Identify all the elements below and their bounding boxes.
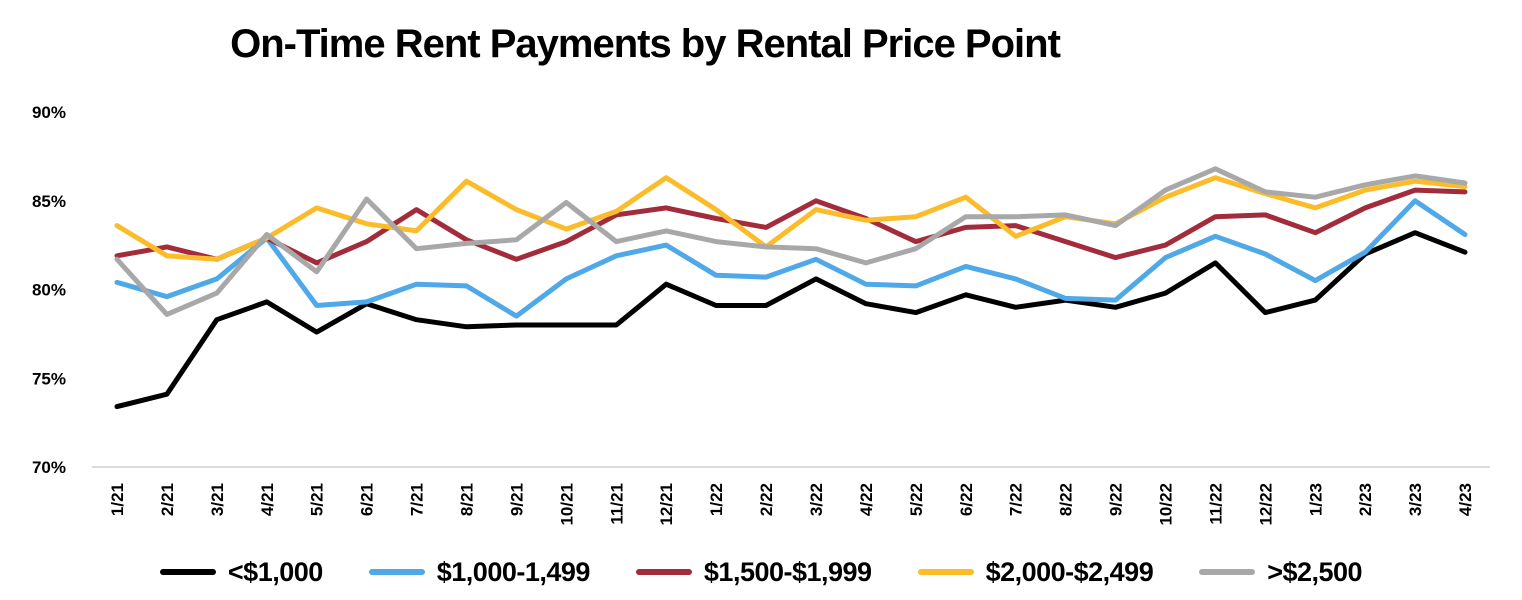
x-tick-label: 2/21 [158,483,177,516]
x-tick-label: 3/22 [807,483,826,516]
legend-label: $1,500-$1,999 [703,556,872,587]
series-line-2 [114,187,1468,266]
x-tick-label: 7/22 [1007,483,1026,516]
chart-title: On-Time Rent Payments by Rental Price Po… [230,22,1061,66]
series-line-0 [114,230,1468,410]
y-tick-label: 80% [32,281,66,300]
y-tick-label: 75% [32,369,66,388]
x-tick-label: 5/22 [907,483,926,516]
legend-item-2: $1,500-$1,999 [635,556,872,588]
x-tick-label: 7/21 [408,483,427,516]
legend-swatch [635,569,692,575]
x-tick-label: 4/22 [857,483,876,516]
x-tick-label: 6/21 [358,483,377,516]
x-tick-label: 9/21 [507,483,526,516]
y-tick-label: 85% [32,192,66,211]
line-chart: 70% 75% 80% 85% 90% 1/21 2/21 3/21 4/21 5/21 6/21… [32,103,1490,526]
y-axis-ticks: 70% 75% 80% 85% 90% [32,103,66,477]
x-tick-label: 8/22 [1057,483,1076,516]
legend-label: >$2,500 [1267,556,1363,587]
x-tick-label: 11/22 [1206,483,1225,525]
x-tick-label: 10/21 [557,483,576,526]
series-lines [114,166,1468,410]
x-tick-label: 12/22 [1256,483,1275,526]
legend-label: $1,000-1,499 [436,556,591,587]
x-tick-label: 9/22 [1107,483,1126,516]
x-tick-label: 5/21 [308,483,327,516]
legend-swatch [159,569,216,575]
legend-swatch [368,569,425,575]
legend-swatch [1199,569,1256,575]
legend: <$1,000 $1,000-1,499 $1,500-$1,999 $2,000-$… [0,550,1522,594]
x-tick-label: 3/21 [208,483,227,516]
series-line-1 [114,198,1468,319]
x-tick-label: 1/22 [707,483,726,516]
legend-item-3: $2,000-$2,499 [917,556,1154,588]
x-tick-label: 2/23 [1356,483,1375,516]
legend-item-1: $1,000-1,499 [368,556,591,588]
legend-label: $2,000-$2,499 [985,556,1154,587]
legend-label: <$1,000 [227,556,323,587]
x-tick-label: 12/21 [657,483,676,526]
x-tick-label: 3/23 [1406,483,1425,516]
x-axis-ticks: 1/21 2/21 3/21 4/21 5/21 6/21 7/21 8/21 9/21 10/2… [108,483,1475,526]
series-line-4 [114,166,1468,317]
x-tick-label: 10/22 [1156,483,1175,526]
x-tick-label: 1/23 [1306,483,1325,516]
x-tick-label: 1/21 [108,483,127,516]
x-tick-label: 2/22 [757,483,776,516]
y-tick-label: 70% [32,458,66,477]
x-tick-label: 11/21 [607,483,626,525]
legend-swatch [917,569,974,575]
y-tick-label: 90% [32,103,66,122]
x-tick-label: 6/22 [957,483,976,516]
legend-item-4: >$2,500 [1199,556,1363,588]
x-tick-label: 8/21 [457,483,476,516]
legend-item-0: <$1,000 [159,556,323,588]
x-tick-label: 4/21 [258,483,277,516]
series-line-3 [114,175,1468,262]
x-tick-label: 4/23 [1456,483,1475,516]
